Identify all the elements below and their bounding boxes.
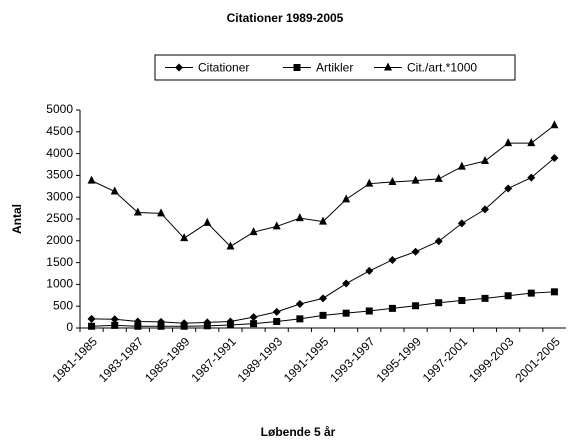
marker	[273, 317, 281, 325]
marker	[203, 217, 212, 226]
marker	[293, 64, 301, 71]
marker	[435, 299, 443, 307]
marker	[272, 307, 281, 316]
marker	[157, 322, 165, 330]
legend-label: Cit./art.*1000	[407, 61, 477, 75]
marker	[226, 321, 234, 329]
marker	[342, 309, 350, 317]
marker	[134, 322, 142, 330]
marker	[295, 213, 304, 222]
legend-box	[154, 54, 516, 81]
marker	[110, 186, 119, 195]
x-axis-label: Løbende 5 år	[261, 425, 336, 439]
x-tick-label: 1985-1989	[142, 334, 193, 385]
marker	[249, 313, 258, 322]
marker	[388, 304, 396, 312]
y-tick-label: 0	[66, 320, 73, 334]
y-tick-label: 5000	[46, 102, 73, 116]
y-tick-label: 4000	[46, 146, 73, 160]
marker	[365, 178, 374, 187]
marker	[384, 62, 392, 71]
marker	[296, 315, 304, 323]
marker	[203, 322, 211, 330]
marker	[457, 219, 466, 228]
marker	[550, 120, 559, 129]
series-line	[91, 124, 555, 248]
marker	[411, 247, 420, 256]
x-tick-label: 1987-1991	[188, 334, 239, 385]
x-tick-label: 1995-1999	[373, 334, 424, 385]
marker	[457, 161, 466, 170]
marker	[175, 63, 183, 72]
marker	[319, 311, 327, 319]
y-tick-label: 3500	[46, 168, 73, 182]
marker	[272, 221, 281, 230]
marker	[180, 322, 188, 330]
marker	[550, 288, 558, 296]
y-axis-label: Antal	[10, 204, 24, 234]
marker	[527, 138, 536, 147]
marker	[133, 207, 142, 216]
x-tick-label: 1993-1997	[327, 334, 378, 385]
y-tick-label: 4500	[46, 124, 73, 138]
marker	[527, 289, 535, 297]
legend-label: Citationer	[198, 61, 249, 75]
marker	[249, 227, 258, 236]
x-tick-label: 1983-1987	[96, 334, 147, 385]
marker	[87, 314, 96, 323]
marker	[250, 320, 258, 328]
marker	[527, 173, 536, 182]
marker	[388, 176, 397, 185]
y-tick-label: 2000	[46, 233, 73, 247]
marker	[180, 233, 189, 242]
marker	[319, 294, 327, 303]
marker	[226, 241, 235, 250]
chart-title: Citationer 1989-2005	[227, 11, 344, 25]
x-tick-label: 1991-1995	[281, 334, 332, 385]
marker	[319, 216, 327, 225]
marker	[434, 237, 443, 246]
marker	[550, 153, 559, 162]
marker	[342, 194, 351, 203]
y-tick-label: 1000	[46, 277, 73, 291]
x-tick-label: 1989-1993	[235, 334, 286, 385]
marker	[504, 292, 512, 300]
marker	[295, 300, 304, 309]
marker	[412, 302, 420, 310]
marker	[481, 156, 489, 165]
x-tick-label: 1981-1985	[49, 334, 100, 385]
marker	[111, 321, 119, 329]
marker	[481, 205, 489, 214]
y-tick-label: 500	[53, 298, 73, 312]
legend-label: Artikler	[316, 61, 353, 75]
y-tick-label: 2500	[46, 211, 73, 225]
marker	[157, 208, 165, 217]
x-tick-label: 2001-2005	[512, 334, 563, 385]
y-tick-label: 1500	[46, 255, 73, 269]
marker	[504, 138, 513, 147]
marker	[110, 315, 119, 324]
marker	[365, 266, 374, 275]
marker	[388, 255, 397, 264]
marker	[411, 175, 420, 184]
x-tick-label: 1999-2003	[466, 334, 517, 385]
y-tick-label: 3000	[46, 189, 73, 203]
x-tick-label: 1997-2001	[420, 334, 471, 385]
marker	[365, 307, 373, 315]
marker	[481, 294, 489, 302]
marker	[434, 173, 443, 182]
marker	[504, 184, 513, 193]
marker	[342, 279, 351, 288]
marker	[458, 297, 466, 305]
marker	[87, 175, 96, 184]
marker	[88, 322, 96, 330]
